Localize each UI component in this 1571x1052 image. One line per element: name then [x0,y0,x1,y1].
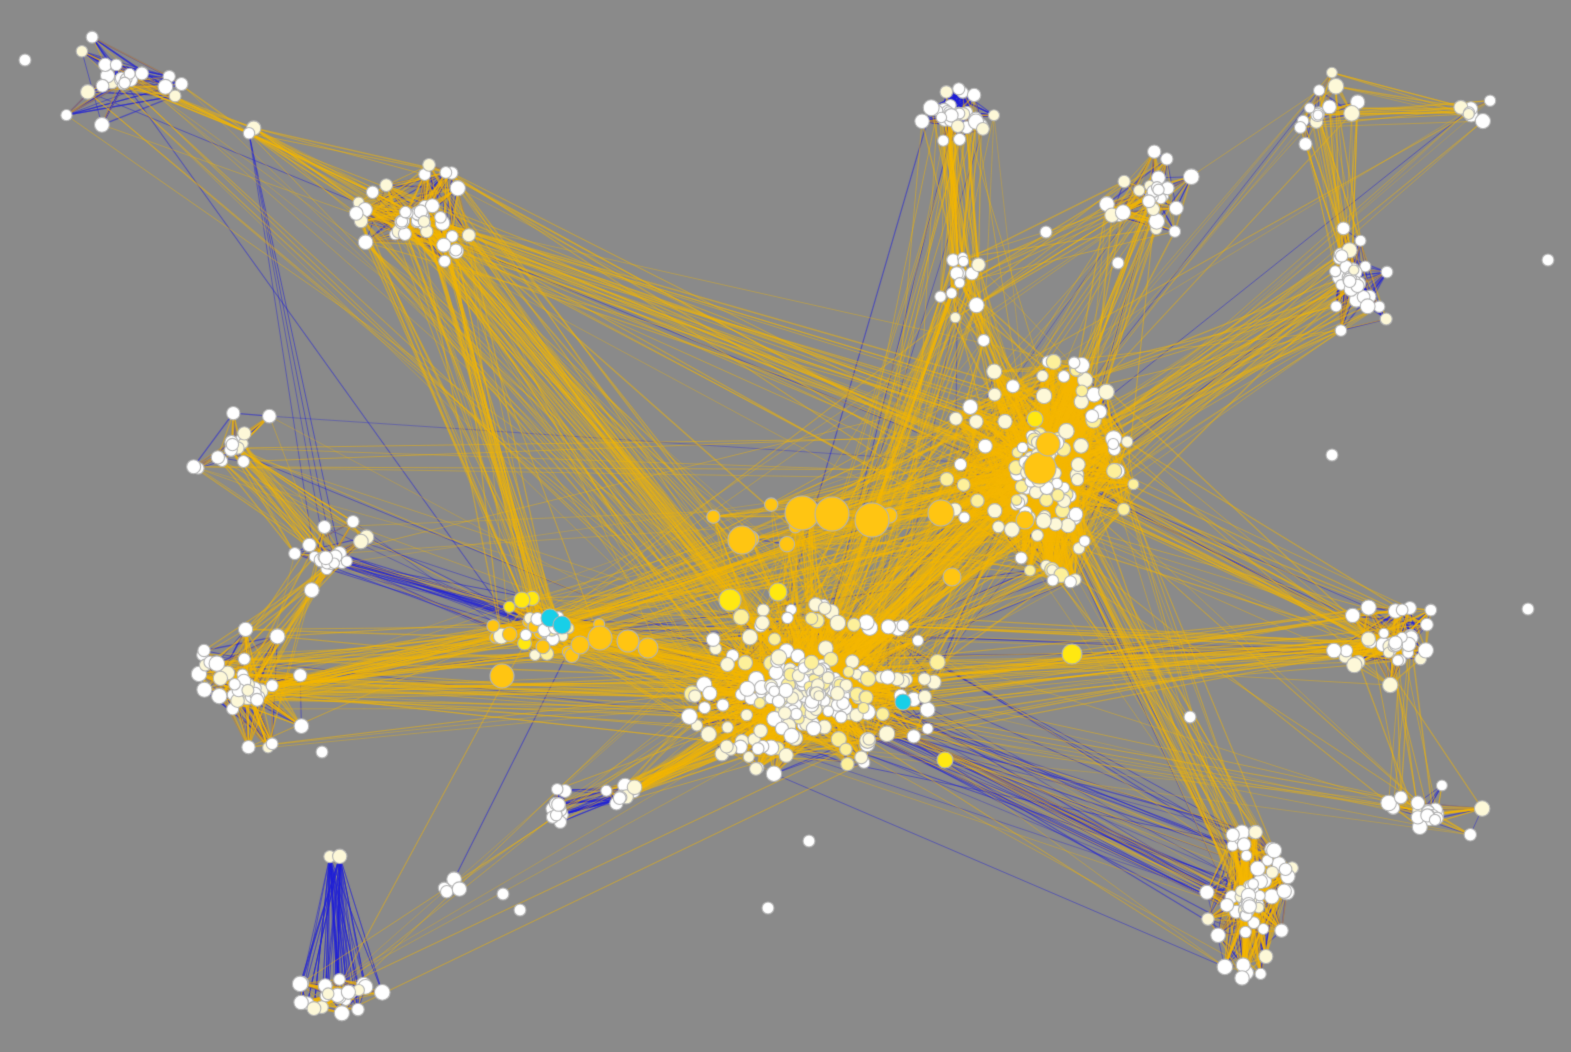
graph-visualization-stage[interactable]: Network Graph Visualization [0,0,1571,1052]
network-graph-canvas[interactable] [0,0,1571,1052]
